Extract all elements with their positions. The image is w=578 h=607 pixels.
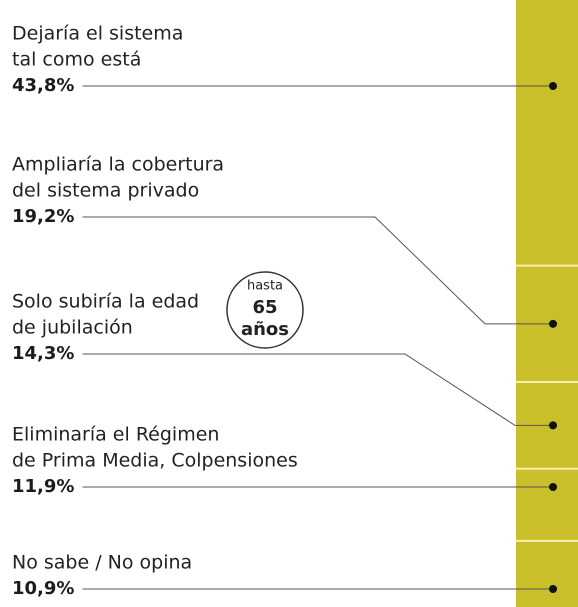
leader-dot (549, 483, 557, 491)
category-label: Eliminaría el Régimen (12, 424, 219, 446)
badge-text: hasta (247, 279, 283, 294)
value-label: 19,2% (12, 206, 74, 227)
badge-circle (226, 271, 304, 349)
category-label: Solo subiría la edad (12, 291, 199, 313)
bar-segment (516, 540, 578, 607)
leader-dot (549, 585, 557, 593)
category-label: No sabe / No opina (12, 552, 192, 574)
category-label: Ampliaría la cobertura (12, 154, 224, 176)
category-label: de Prima Media, Colpensiones (12, 450, 298, 472)
leader-dot (549, 421, 557, 430)
category-label: del sistema privado (12, 180, 199, 202)
value-label: 11,9% (12, 476, 74, 497)
value-label: 10,9% (12, 578, 74, 599)
leader-dot (549, 82, 557, 90)
badge-text: 65 (252, 297, 277, 318)
category-label: tal como está (12, 49, 141, 71)
value-label: 43,8% (12, 75, 74, 96)
age-badge: hasta 65 años (226, 271, 304, 349)
leader-line (82, 353, 553, 426)
bar-segment (516, 0, 578, 266)
leader-line (82, 216, 553, 325)
category-label: Dejaría el sistema (12, 23, 183, 45)
bar-segment (516, 468, 578, 541)
value-label: 14,3% (12, 343, 74, 364)
category-label: de jubilación (12, 317, 133, 339)
badge-text: años (241, 319, 289, 340)
leader-dot (549, 319, 557, 328)
